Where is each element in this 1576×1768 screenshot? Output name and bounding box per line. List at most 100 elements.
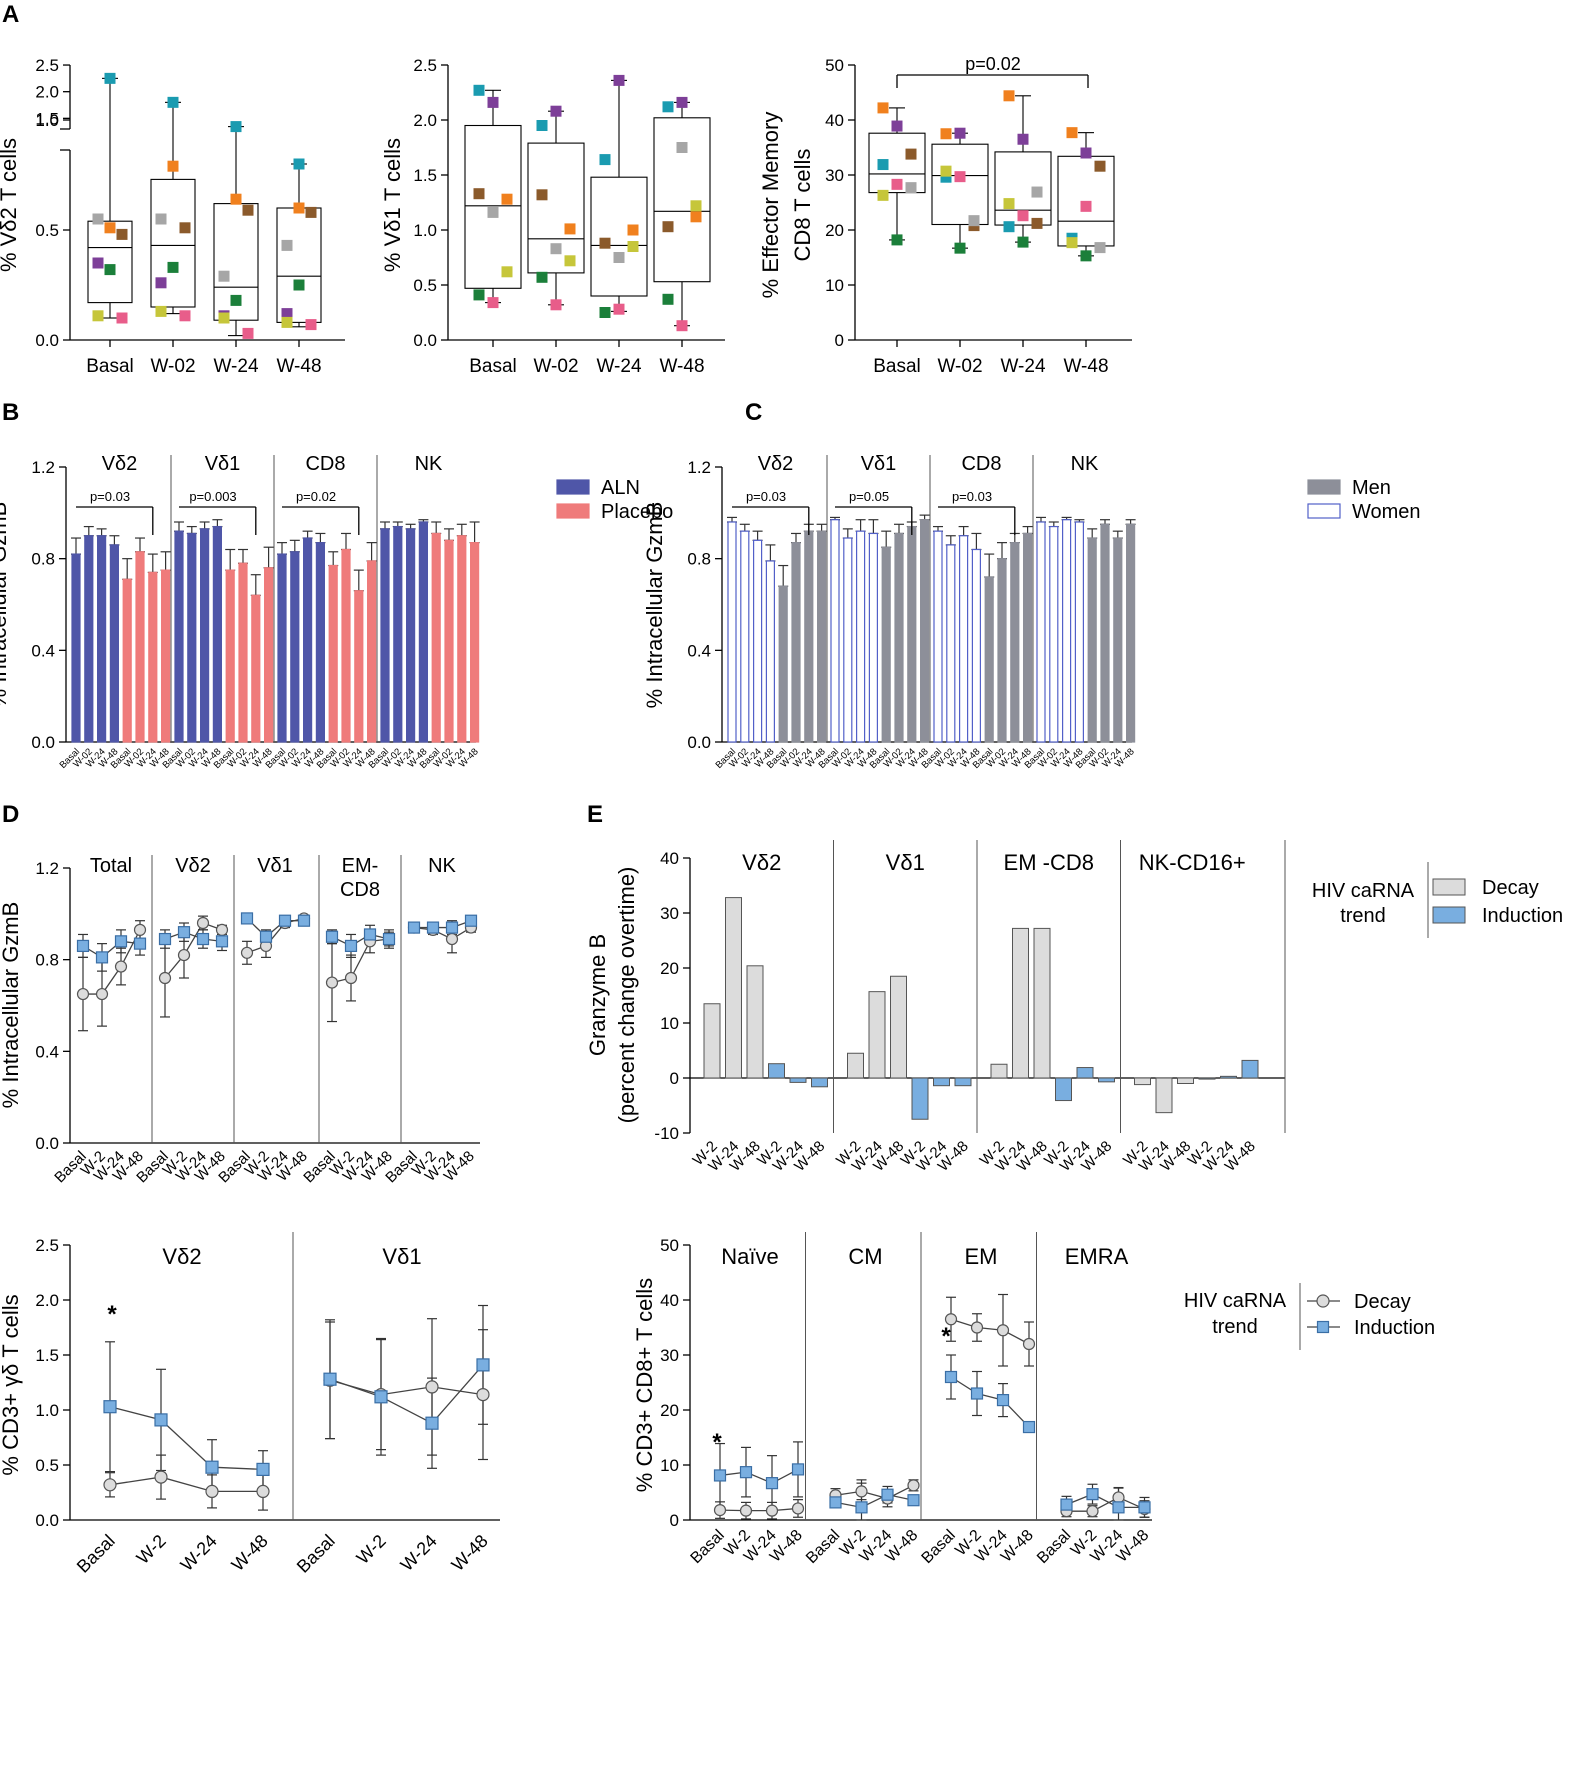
marker-decay (855, 1485, 868, 1498)
bar-placebo (251, 594, 261, 743)
bar-men (997, 558, 1007, 743)
bar-women (727, 521, 737, 743)
a2-yaxis-tick-label: 30 (825, 166, 844, 185)
data-point-green (954, 242, 966, 254)
x-tick-label: W-24 (397, 1531, 441, 1575)
legend-label: ALN (601, 477, 640, 499)
data-point-purple (550, 105, 562, 117)
bar-women (1049, 525, 1059, 743)
bar-men (804, 530, 814, 743)
bar-women (830, 519, 840, 743)
data-point-teal (877, 159, 889, 171)
data-point-orange (104, 222, 116, 234)
bar-aln (187, 532, 197, 743)
bar-placebo (135, 551, 145, 743)
box (653, 117, 711, 283)
data-point-green (167, 261, 179, 273)
data-point-teal (167, 96, 179, 108)
legend-swatch (556, 503, 590, 519)
a2-yaxis-tick-label: 10 (825, 276, 844, 295)
bar-aln (380, 528, 390, 743)
data-point-pink (305, 319, 317, 331)
bar-men (778, 585, 788, 743)
bar-placebo (431, 532, 441, 743)
g-yaxis-tick-label: 30 (660, 1346, 679, 1365)
bar-decay (725, 897, 742, 1079)
marker-induction (158, 932, 172, 946)
marker-decay (425, 1380, 439, 1394)
p-value-annotation: p=0.05 (849, 489, 889, 504)
group-label: CM (848, 1244, 882, 1269)
marker-induction (344, 939, 358, 953)
data-point-grey (613, 252, 625, 263)
x-tick-label: W-02 (533, 356, 578, 377)
group-label: NK (415, 453, 443, 475)
bar-decay (1012, 927, 1029, 1079)
data-point-purple (1017, 133, 1029, 145)
series-line-decay (835, 1484, 914, 1500)
data-point-pink (676, 320, 688, 332)
g-yaxis-tick-label: 40 (660, 1291, 679, 1310)
marker-decay (970, 1321, 984, 1334)
series-line-decay (719, 1507, 799, 1512)
marker-induction (855, 1501, 868, 1514)
data-point-purple (92, 257, 104, 269)
bar-induction (1220, 1075, 1237, 1079)
p-value-annotation: p=0.02 (965, 54, 1021, 74)
data-point-teal (662, 101, 674, 113)
group-label: EMRA (1065, 1244, 1129, 1269)
data-point-orange (627, 224, 639, 236)
data-point-green (293, 279, 305, 291)
group-label: Vδ1 (205, 453, 241, 475)
data-point-pink (179, 310, 191, 322)
data-point-teal (940, 171, 952, 183)
marker-induction (240, 912, 254, 925)
data-point-olive (281, 316, 293, 328)
bar-placebo (457, 535, 467, 743)
e-yaxis-tick-label: 20 (660, 959, 679, 978)
data-point-grey (905, 182, 917, 194)
bar-induction (789, 1077, 807, 1083)
bar-yaxis-tick-label: 1.2 (687, 458, 711, 477)
marker-induction (325, 930, 339, 943)
bar-aln (406, 528, 416, 743)
data-point-olive (690, 200, 702, 212)
marker-induction (382, 932, 396, 946)
series-line-decay (109, 1476, 263, 1493)
series-line-induction (82, 940, 141, 959)
e-y-axis-label: (percent change overtime) (614, 867, 639, 1124)
a1-y-axis-label: % Vδ1 T cells (380, 138, 405, 272)
bar-placebo (225, 569, 235, 743)
bar-women (958, 535, 969, 743)
bar-placebo (354, 590, 364, 743)
bar-men (1010, 542, 1020, 743)
data-point-orange (940, 128, 952, 140)
bar-placebo (264, 567, 274, 743)
group-label: Total (90, 855, 132, 877)
x-tick-label: W-24 (213, 356, 258, 377)
data-point-brown (179, 222, 191, 234)
series-line-induction (950, 1376, 1030, 1428)
data-point-green (1017, 236, 1029, 248)
marker-induction (103, 1400, 117, 1414)
data-point-brown (305, 206, 317, 218)
marker-induction (791, 1463, 805, 1476)
x-tick-label: W-48 (276, 356, 321, 377)
data-point-orange (501, 193, 513, 205)
bar-women (868, 532, 879, 743)
data-point-purple (487, 96, 499, 108)
bar-aln (109, 544, 120, 743)
x-tick-label: W-2 (353, 1531, 390, 1568)
bar-induction (1098, 1077, 1115, 1083)
data-point-olive (1003, 198, 1015, 210)
data-point-pink (550, 299, 562, 311)
marker-induction (374, 1390, 388, 1404)
marker-decay (476, 1387, 490, 1402)
bar-aln (174, 530, 184, 743)
p-value-annotation: p=0.02 (296, 489, 336, 504)
marker-decay (95, 987, 109, 1001)
marker-decay (445, 932, 459, 946)
legend-swatch (1307, 479, 1341, 495)
series-line-decay (246, 917, 305, 954)
marker-induction (215, 935, 229, 948)
